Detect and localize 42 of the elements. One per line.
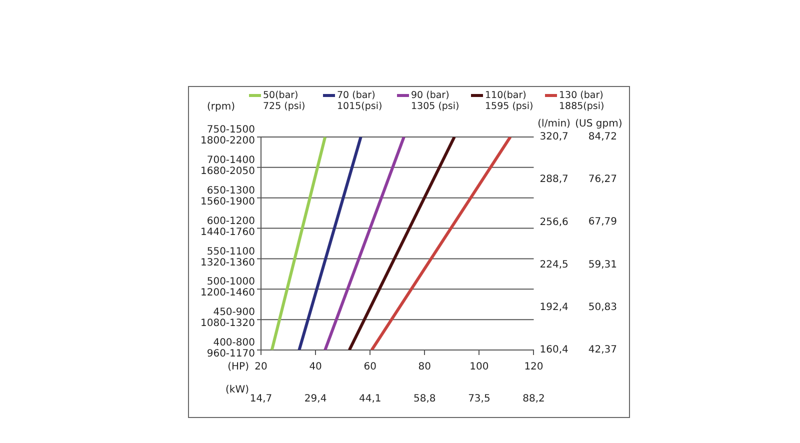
y-tick-label: 256,6 xyxy=(540,216,568,228)
text: 500-1000 1200-1460 xyxy=(200,276,255,299)
text: 650-1300 1560-1900 xyxy=(200,185,255,208)
text: 700-1400 1680-2050 xyxy=(200,155,255,178)
x2-tick-label: 58,8 xyxy=(414,394,436,405)
text: 550-1100 1320-1360 xyxy=(200,246,255,268)
y2-tick-label: 42,37 xyxy=(588,344,618,356)
text: 750-1500 1800-2200 xyxy=(200,124,255,147)
y-tick-label: 320,7 xyxy=(540,132,568,143)
x-axis-title: (HP) xyxy=(228,362,250,373)
text: 450-900 1080-1320 xyxy=(200,307,255,330)
x-tick-label: 80 xyxy=(418,362,432,373)
legend-label: 50(bar) 725 (psi) xyxy=(263,90,306,112)
text: (rpm) xyxy=(206,102,236,113)
text: 600-1200 1440-1760 xyxy=(200,216,255,238)
x2-tick-label: 44,1 xyxy=(358,394,382,405)
y2-tick-label: 50,83 xyxy=(588,302,618,314)
y2-tick-label: 67,79 xyxy=(588,216,618,228)
y2-tick-label: 84,72 xyxy=(588,132,618,143)
legend-label: 110(bar) 1595 (psi) xyxy=(485,90,534,112)
legend-label: 130 (bar) 1885(psi) xyxy=(559,90,606,112)
x2-tick-label: 88,2 xyxy=(522,394,545,405)
x2-tick-label: 29,4 xyxy=(304,394,327,405)
legend-label: 90 (bar) 1305 (psi) xyxy=(411,90,460,112)
x-tick-label: 20 xyxy=(254,362,268,373)
y-tick-label: 224,5 xyxy=(540,259,568,270)
x2-axis-title: (kW) xyxy=(226,384,250,396)
text: 400-800 960-1170 xyxy=(206,338,255,360)
legend-label: 70 (bar) 1015(psi) xyxy=(337,90,384,112)
x2-tick-label: 14,7 xyxy=(250,394,272,405)
x2-tick-label: 73,5 xyxy=(468,394,490,405)
y2-tick-label: 76,27 xyxy=(588,174,618,186)
y2-axis-title: (US gpm) xyxy=(575,118,622,130)
y2-tick-label: 59,31 xyxy=(588,259,618,270)
y-tick-label: 288,7 xyxy=(540,174,568,186)
x-tick-label: 60 xyxy=(364,362,376,373)
y-tick-label: 160,4 xyxy=(540,344,568,356)
x-tick-label: 40 xyxy=(309,362,322,373)
x-tick-label: 100 xyxy=(470,362,489,373)
x-tick-label: 120 xyxy=(524,362,544,373)
y-axis-title: (l/min) xyxy=(538,118,571,130)
y-tick-label: 192,4 xyxy=(540,302,568,314)
